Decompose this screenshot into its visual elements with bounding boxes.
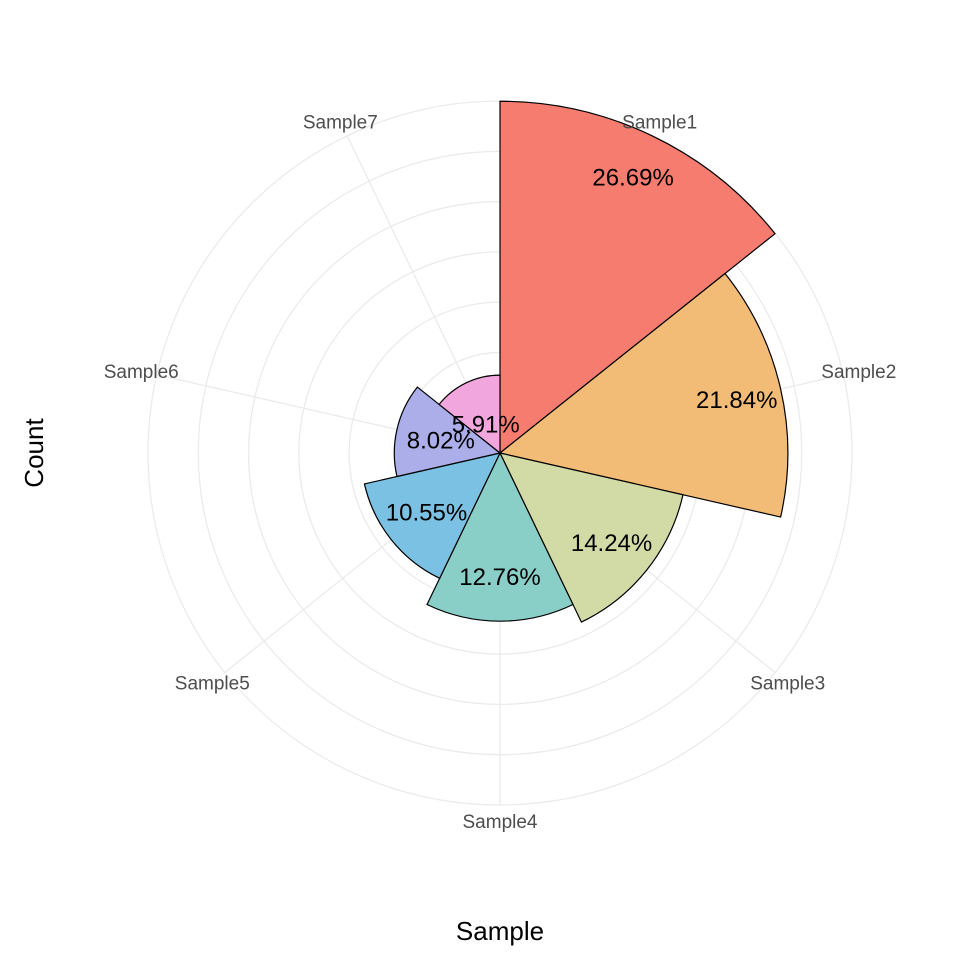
wedge-sample6	[393, 386, 502, 478]
category-label-sample1: Sample1	[622, 112, 697, 133]
percent-label-sample7: 5.91%	[452, 411, 520, 438]
category-label-sample6: Sample6	[104, 362, 179, 383]
category-label-sample7: Sample7	[303, 112, 378, 133]
wedge-sample5	[363, 452, 502, 580]
wedge-sample7	[438, 374, 501, 455]
percent-label-sample2: 21.84%	[696, 387, 777, 414]
percent-label-sample4: 12.76%	[459, 564, 540, 591]
percent-label-sample5: 10.55%	[386, 500, 467, 527]
labels: Sample1 Sample2 Sample3 Sample4 Sample5 Sampl…	[104, 112, 897, 833]
category-label-sample3: Sample3	[750, 673, 825, 694]
percent-label-sample1: 26.69%	[592, 165, 673, 192]
category-label-sample2: Sample2	[821, 362, 896, 383]
category-label-sample5: Sample5	[175, 673, 250, 694]
wedge-sample1	[499, 100, 776, 455]
wedge-sample4	[426, 451, 574, 622]
bars	[363, 100, 789, 623]
y-axis-title: Count	[19, 418, 49, 488]
wedge-sample2	[498, 272, 789, 518]
percent-label-sample3: 14.24%	[571, 530, 652, 557]
category-label-sample4: Sample4	[463, 812, 538, 833]
percent-label-sample6: 8.02%	[407, 427, 475, 454]
wedge-sample3	[498, 452, 684, 623]
x-axis-title: Sample	[456, 916, 544, 946]
